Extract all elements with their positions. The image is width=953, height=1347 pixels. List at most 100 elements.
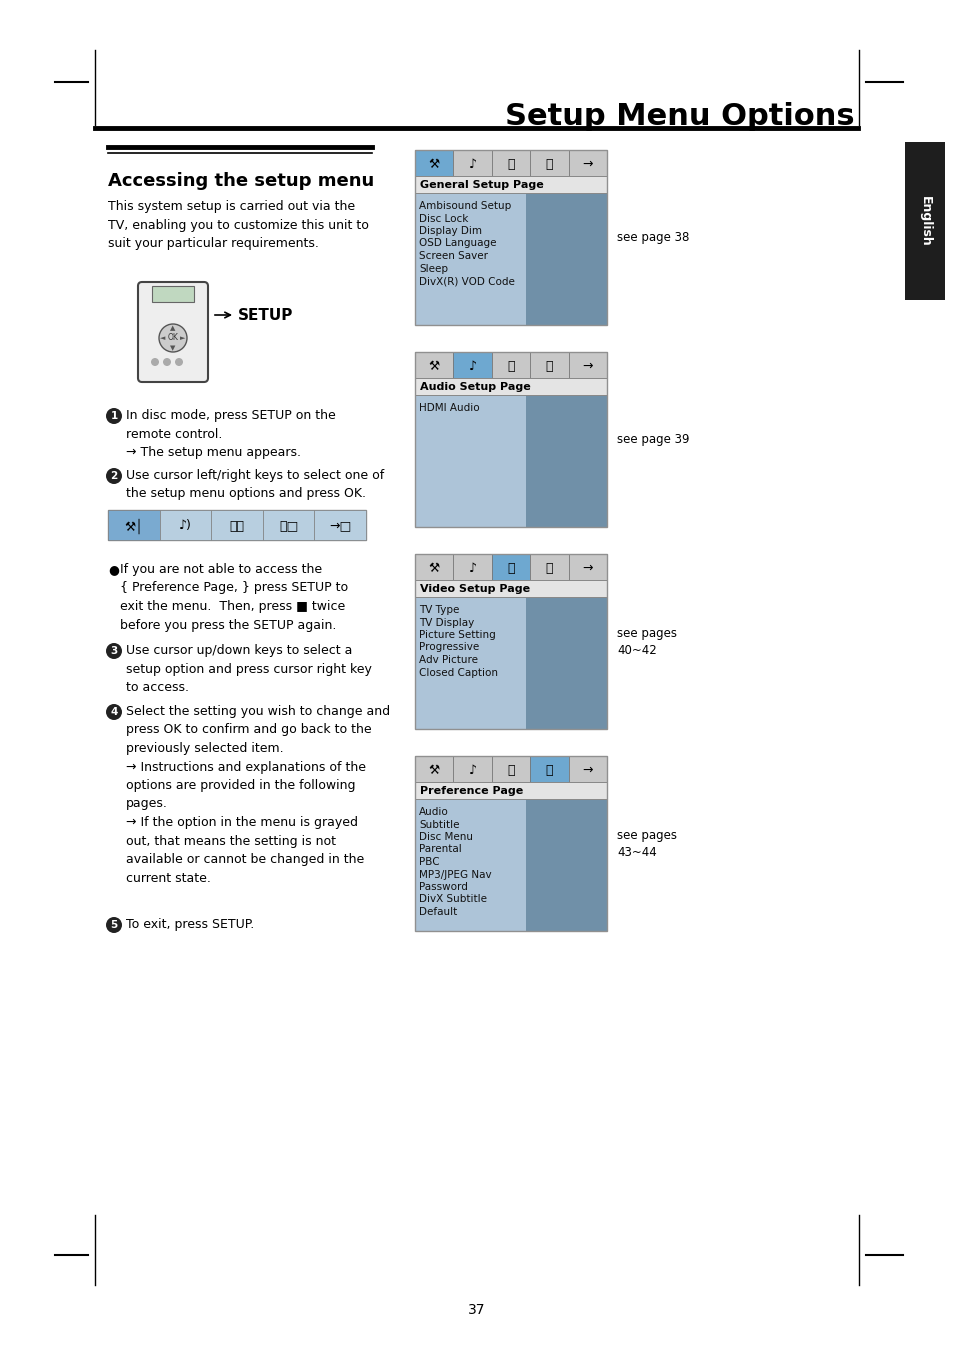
Text: DivX(R) VOD Code: DivX(R) VOD Code xyxy=(418,276,515,286)
Text: →□: →□ xyxy=(329,520,351,532)
Bar xyxy=(415,554,453,581)
Text: ⌗□: ⌗□ xyxy=(278,520,298,532)
Bar xyxy=(492,554,530,581)
Bar xyxy=(904,141,944,300)
Text: This system setup is carried out via the
TV, enabling you to customize this unit: This system setup is carried out via the… xyxy=(108,199,369,251)
Bar xyxy=(492,756,530,783)
Circle shape xyxy=(106,643,122,659)
Bar xyxy=(415,193,526,325)
Text: OK: OK xyxy=(168,334,178,342)
Text: Display Dim: Display Dim xyxy=(418,226,481,236)
Text: In disc mode, press SETUP on the
remote control.
→ The setup menu appears.: In disc mode, press SETUP on the remote … xyxy=(126,409,335,459)
Text: Default: Default xyxy=(418,907,456,917)
Text: SETUP: SETUP xyxy=(237,308,294,323)
Bar xyxy=(530,150,568,176)
Text: ♪: ♪ xyxy=(468,158,476,171)
Text: Use cursor up/down keys to select a
setup option and press cursor right key
to a: Use cursor up/down keys to select a setu… xyxy=(126,644,372,694)
Bar xyxy=(530,756,568,783)
Text: ♪: ♪ xyxy=(468,562,476,575)
Text: Password: Password xyxy=(418,882,467,892)
Text: 4: 4 xyxy=(111,707,117,717)
Bar xyxy=(453,554,492,581)
Bar xyxy=(415,783,606,799)
Text: 3: 3 xyxy=(111,647,117,656)
Bar xyxy=(453,150,492,176)
Text: →: → xyxy=(582,764,593,776)
Bar xyxy=(568,756,606,783)
Text: TV Type: TV Type xyxy=(418,605,459,616)
Text: see pages
43~44: see pages 43~44 xyxy=(617,828,677,858)
Bar xyxy=(415,581,606,597)
Text: ⎕: ⎕ xyxy=(507,158,515,171)
Text: ⚒: ⚒ xyxy=(428,360,439,373)
Bar xyxy=(415,597,526,729)
Bar xyxy=(159,511,211,540)
Circle shape xyxy=(151,358,159,366)
Bar xyxy=(314,511,366,540)
Text: Select the setting you wish to change and
press OK to confirm and go back to the: Select the setting you wish to change an… xyxy=(126,704,390,885)
Bar xyxy=(108,511,159,540)
Text: ⚒: ⚒ xyxy=(428,764,439,776)
Bar xyxy=(492,150,530,176)
Text: see page 39: see page 39 xyxy=(617,432,689,446)
Text: 2: 2 xyxy=(111,471,117,481)
Text: →: → xyxy=(582,158,593,171)
Bar xyxy=(415,799,526,931)
Text: HDMI Audio: HDMI Audio xyxy=(418,403,479,414)
Bar xyxy=(526,395,606,527)
Bar xyxy=(568,352,606,379)
Circle shape xyxy=(159,325,187,352)
Text: Preference Page: Preference Page xyxy=(419,787,522,796)
Text: DivX Subtitle: DivX Subtitle xyxy=(418,894,486,904)
Text: ⚒: ⚒ xyxy=(428,562,439,575)
Text: PBC: PBC xyxy=(418,857,439,867)
Text: If you are not able to access the
{ Preference Page, } press SETUP to
exit the m: If you are not able to access the { Pref… xyxy=(120,563,348,632)
Circle shape xyxy=(106,704,122,721)
Text: ♪): ♪) xyxy=(179,520,192,532)
Text: Ambisound Setup: Ambisound Setup xyxy=(418,201,511,211)
Bar xyxy=(108,511,366,540)
Text: ⎕: ⎕ xyxy=(507,764,515,776)
Text: Video Setup Page: Video Setup Page xyxy=(419,585,530,594)
Bar xyxy=(415,756,453,783)
Text: Audio Setup Page: Audio Setup Page xyxy=(419,383,530,392)
Text: Picture Setting: Picture Setting xyxy=(418,630,496,640)
Text: ●: ● xyxy=(108,563,119,577)
Bar xyxy=(415,352,453,379)
Text: ⎕: ⎕ xyxy=(507,360,515,373)
Bar xyxy=(415,176,606,193)
Bar xyxy=(415,150,606,325)
Circle shape xyxy=(106,467,122,484)
Bar xyxy=(526,597,606,729)
Text: ⎕⎕: ⎕⎕ xyxy=(230,520,244,532)
Text: ⎕: ⎕ xyxy=(507,562,515,575)
Text: 5: 5 xyxy=(111,920,117,929)
Text: Closed Caption: Closed Caption xyxy=(418,668,497,678)
Text: Screen Saver: Screen Saver xyxy=(418,251,488,261)
Text: Setup Menu Options: Setup Menu Options xyxy=(505,102,854,131)
Text: →: → xyxy=(582,562,593,575)
Text: Disc Menu: Disc Menu xyxy=(418,832,473,842)
Text: Accessing the setup menu: Accessing the setup menu xyxy=(108,172,374,190)
Text: →: → xyxy=(582,360,593,373)
Bar xyxy=(415,379,606,395)
Text: TV Display: TV Display xyxy=(418,617,474,628)
Text: English: English xyxy=(918,195,930,247)
Bar xyxy=(262,511,314,540)
Text: General Setup Page: General Setup Page xyxy=(419,180,543,190)
Bar xyxy=(453,352,492,379)
Text: Use cursor left/right keys to select one of
the setup menu options and press OK.: Use cursor left/right keys to select one… xyxy=(126,469,384,501)
Text: Audio: Audio xyxy=(418,807,448,818)
FancyBboxPatch shape xyxy=(138,282,208,383)
Bar xyxy=(526,799,606,931)
Bar xyxy=(530,554,568,581)
Text: ♪: ♪ xyxy=(468,360,476,373)
Bar xyxy=(415,554,606,729)
Text: ⌗: ⌗ xyxy=(545,562,553,575)
Text: see page 38: see page 38 xyxy=(617,230,689,244)
Bar xyxy=(415,395,526,527)
Text: ⌗: ⌗ xyxy=(545,158,553,171)
Bar xyxy=(530,352,568,379)
Bar xyxy=(526,193,606,325)
Bar xyxy=(492,352,530,379)
